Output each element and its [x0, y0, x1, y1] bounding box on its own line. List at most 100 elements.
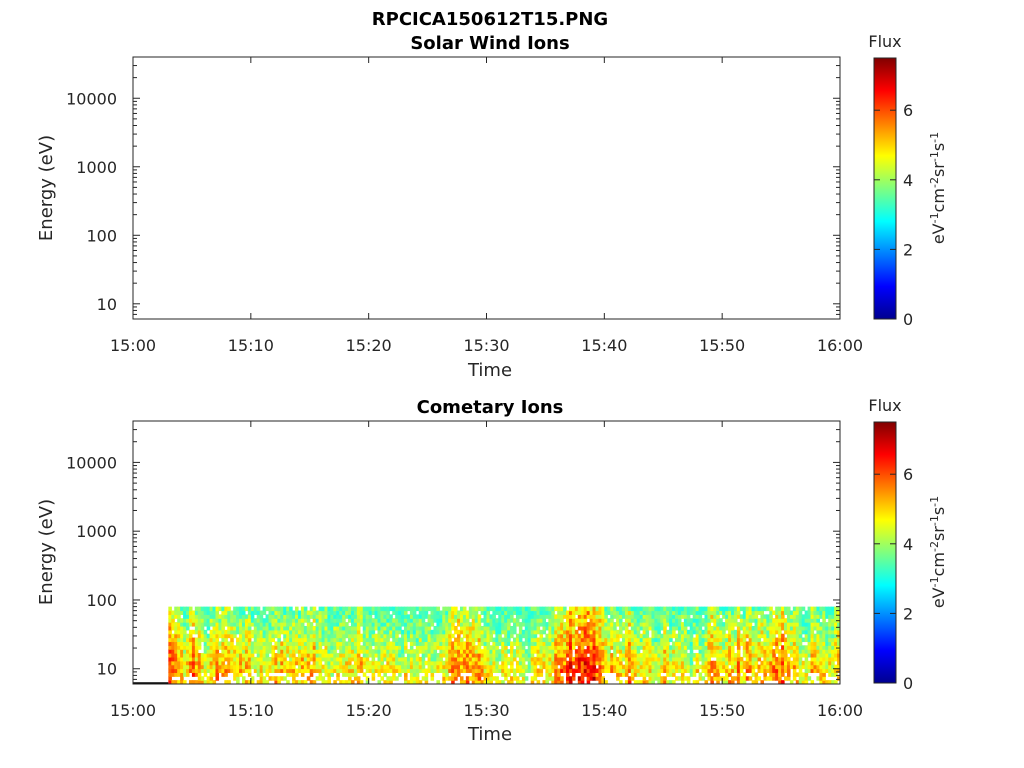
flux-cell — [795, 660, 800, 666]
flux-cell — [731, 637, 735, 643]
flux-cell — [795, 656, 800, 662]
flux-cell — [689, 641, 694, 646]
flux-cell — [353, 664, 358, 670]
flux-cell — [571, 641, 576, 646]
flux-cell — [309, 629, 314, 635]
flux-cell — [333, 610, 337, 615]
flux-cell — [804, 649, 809, 654]
flux-cell — [798, 610, 803, 615]
flux-cell — [448, 606, 452, 612]
flux-cell — [816, 606, 820, 612]
flux-cell — [386, 610, 390, 615]
flux-cell — [639, 672, 644, 677]
flux-cell — [686, 653, 691, 658]
flux-cell — [339, 653, 343, 658]
flux-cell — [459, 610, 464, 615]
flux-cell — [227, 680, 231, 684]
flux-cell — [595, 610, 600, 615]
flux-cell — [536, 672, 541, 677]
flux-cell — [713, 622, 717, 627]
flux-cell — [651, 672, 656, 677]
flux-cell — [719, 668, 723, 673]
flux-cell — [315, 633, 320, 639]
colorbar-unit: eV-1cm-2sr-1s-1 — [928, 496, 949, 608]
flux-cell — [324, 653, 329, 658]
flux-cell — [751, 680, 756, 684]
flux-cell — [297, 653, 302, 658]
flux-cell — [342, 645, 346, 650]
flux-cell — [660, 614, 664, 619]
flux-cell — [239, 610, 243, 615]
flux-cell — [695, 610, 700, 615]
flux-cell — [539, 649, 544, 654]
flux-cell — [666, 629, 670, 635]
flux-cell — [604, 668, 608, 673]
flux-cell — [677, 656, 682, 662]
flux-cell — [236, 649, 240, 654]
flux-cell — [362, 641, 367, 646]
flux-cell — [265, 660, 270, 666]
flux-cell — [306, 641, 311, 646]
flux-cell — [330, 672, 334, 677]
flux-cell — [624, 614, 629, 619]
flux-cell — [389, 680, 393, 684]
flux-cell — [345, 606, 349, 612]
flux-cell — [365, 649, 370, 654]
flux-cell — [545, 649, 549, 654]
flux-cell — [530, 668, 535, 673]
flux-cell — [828, 614, 832, 619]
colorbar-title: Flux — [868, 32, 901, 51]
flux-cell — [465, 664, 470, 670]
flux-cell — [277, 668, 281, 673]
flux-cell — [465, 618, 470, 623]
flux-cell — [763, 633, 767, 639]
flux-cell — [259, 641, 264, 646]
flux-cell — [412, 664, 417, 670]
flux-cell — [333, 629, 337, 635]
flux-cell — [810, 668, 815, 673]
flux-cell — [518, 645, 523, 650]
flux-cell — [819, 622, 823, 627]
flux-cell — [598, 680, 602, 684]
flux-cell — [433, 641, 438, 646]
flux-cell — [630, 660, 635, 666]
flux-cell — [624, 629, 629, 635]
flux-cell — [480, 606, 485, 612]
flux-cell — [389, 664, 393, 670]
flux-cell — [554, 637, 558, 643]
flux-cell — [510, 668, 514, 673]
flux-cell — [489, 668, 493, 673]
flux-cell — [583, 629, 588, 635]
flux-cell — [589, 633, 594, 639]
flux-cell — [840, 641, 844, 645]
flux-cell — [518, 664, 523, 670]
flux-cell — [418, 633, 423, 639]
flux-cell — [244, 660, 249, 666]
flux-cell — [292, 618, 296, 623]
flux-cell — [675, 668, 679, 673]
flux-cell — [515, 637, 520, 643]
flux-cell — [778, 633, 782, 639]
flux-cell — [560, 629, 564, 635]
flux-cell — [171, 645, 175, 650]
flux-cell — [454, 629, 458, 635]
flux-cell — [371, 660, 376, 666]
flux-cell — [545, 633, 549, 639]
flux-cell — [798, 614, 803, 619]
flux-cell — [598, 641, 602, 646]
flux-cell — [642, 680, 647, 684]
flux-cell — [731, 668, 735, 673]
flux-cell — [701, 664, 706, 670]
flux-cell — [689, 664, 694, 670]
flux-cell — [577, 668, 582, 673]
flux-cell — [657, 614, 661, 619]
flux-cell — [592, 622, 597, 627]
flux-cell — [619, 680, 623, 684]
flux-cell — [421, 637, 426, 643]
flux-cell — [663, 629, 667, 635]
flux-cell — [365, 625, 370, 631]
flux-cell — [421, 656, 426, 662]
flux-cell — [739, 680, 744, 684]
flux-cell — [227, 660, 231, 666]
flux-cell — [174, 653, 178, 658]
